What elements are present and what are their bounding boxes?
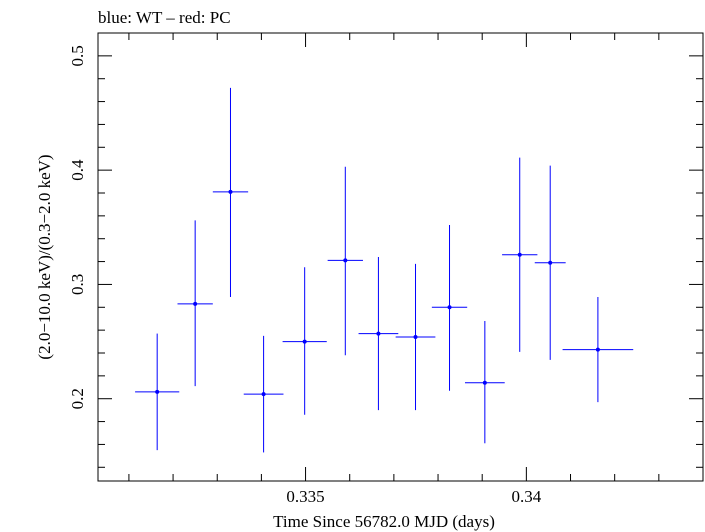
y-axis-label: (2.0−10.0 keV)/(0.3−2.0 keV) — [35, 154, 54, 359]
y-tick-label: 0.4 — [68, 159, 87, 181]
x-tick-label: 0.34 — [511, 487, 541, 506]
data-marker — [447, 305, 452, 310]
plot-frame — [97, 32, 704, 482]
series-wt — [135, 87, 634, 453]
data-marker — [343, 258, 348, 263]
data-point — [562, 297, 634, 403]
data-point — [135, 333, 180, 451]
data-marker — [376, 331, 381, 336]
data-point — [327, 166, 363, 356]
data-point — [212, 87, 249, 297]
x-axis-label: Time Since 56782.0 MJD (days) — [273, 512, 495, 531]
data-point — [534, 165, 566, 360]
data-point — [358, 257, 399, 411]
data-marker — [228, 189, 233, 194]
data-marker — [302, 339, 307, 344]
x-axis-ticks: 0.335 0.34 — [128, 33, 660, 506]
data-point — [243, 335, 284, 453]
data-point — [177, 220, 213, 387]
data-marker — [155, 389, 160, 394]
data-marker — [595, 347, 600, 352]
data-point — [431, 225, 468, 391]
y-tick-label: 0.5 — [68, 45, 87, 66]
chart-title: blue: WT – red: PC — [98, 8, 231, 27]
data-point — [502, 157, 538, 352]
y-tick-label: 0.2 — [68, 388, 87, 409]
data-point — [395, 263, 436, 411]
x-tick-label: 0.335 — [286, 487, 324, 506]
data-marker — [261, 392, 266, 397]
data-point — [464, 321, 505, 444]
data-marker — [517, 252, 522, 257]
data-marker — [413, 335, 418, 339]
data-marker — [193, 301, 198, 306]
y-axis-ticks: 0.2 0.3 0.4 0.5 — [68, 32, 703, 468]
data-marker — [548, 260, 553, 265]
data-point — [282, 267, 327, 415]
data-marker — [482, 380, 487, 385]
y-tick-label: 0.3 — [68, 274, 87, 295]
series-layer — [135, 87, 634, 453]
